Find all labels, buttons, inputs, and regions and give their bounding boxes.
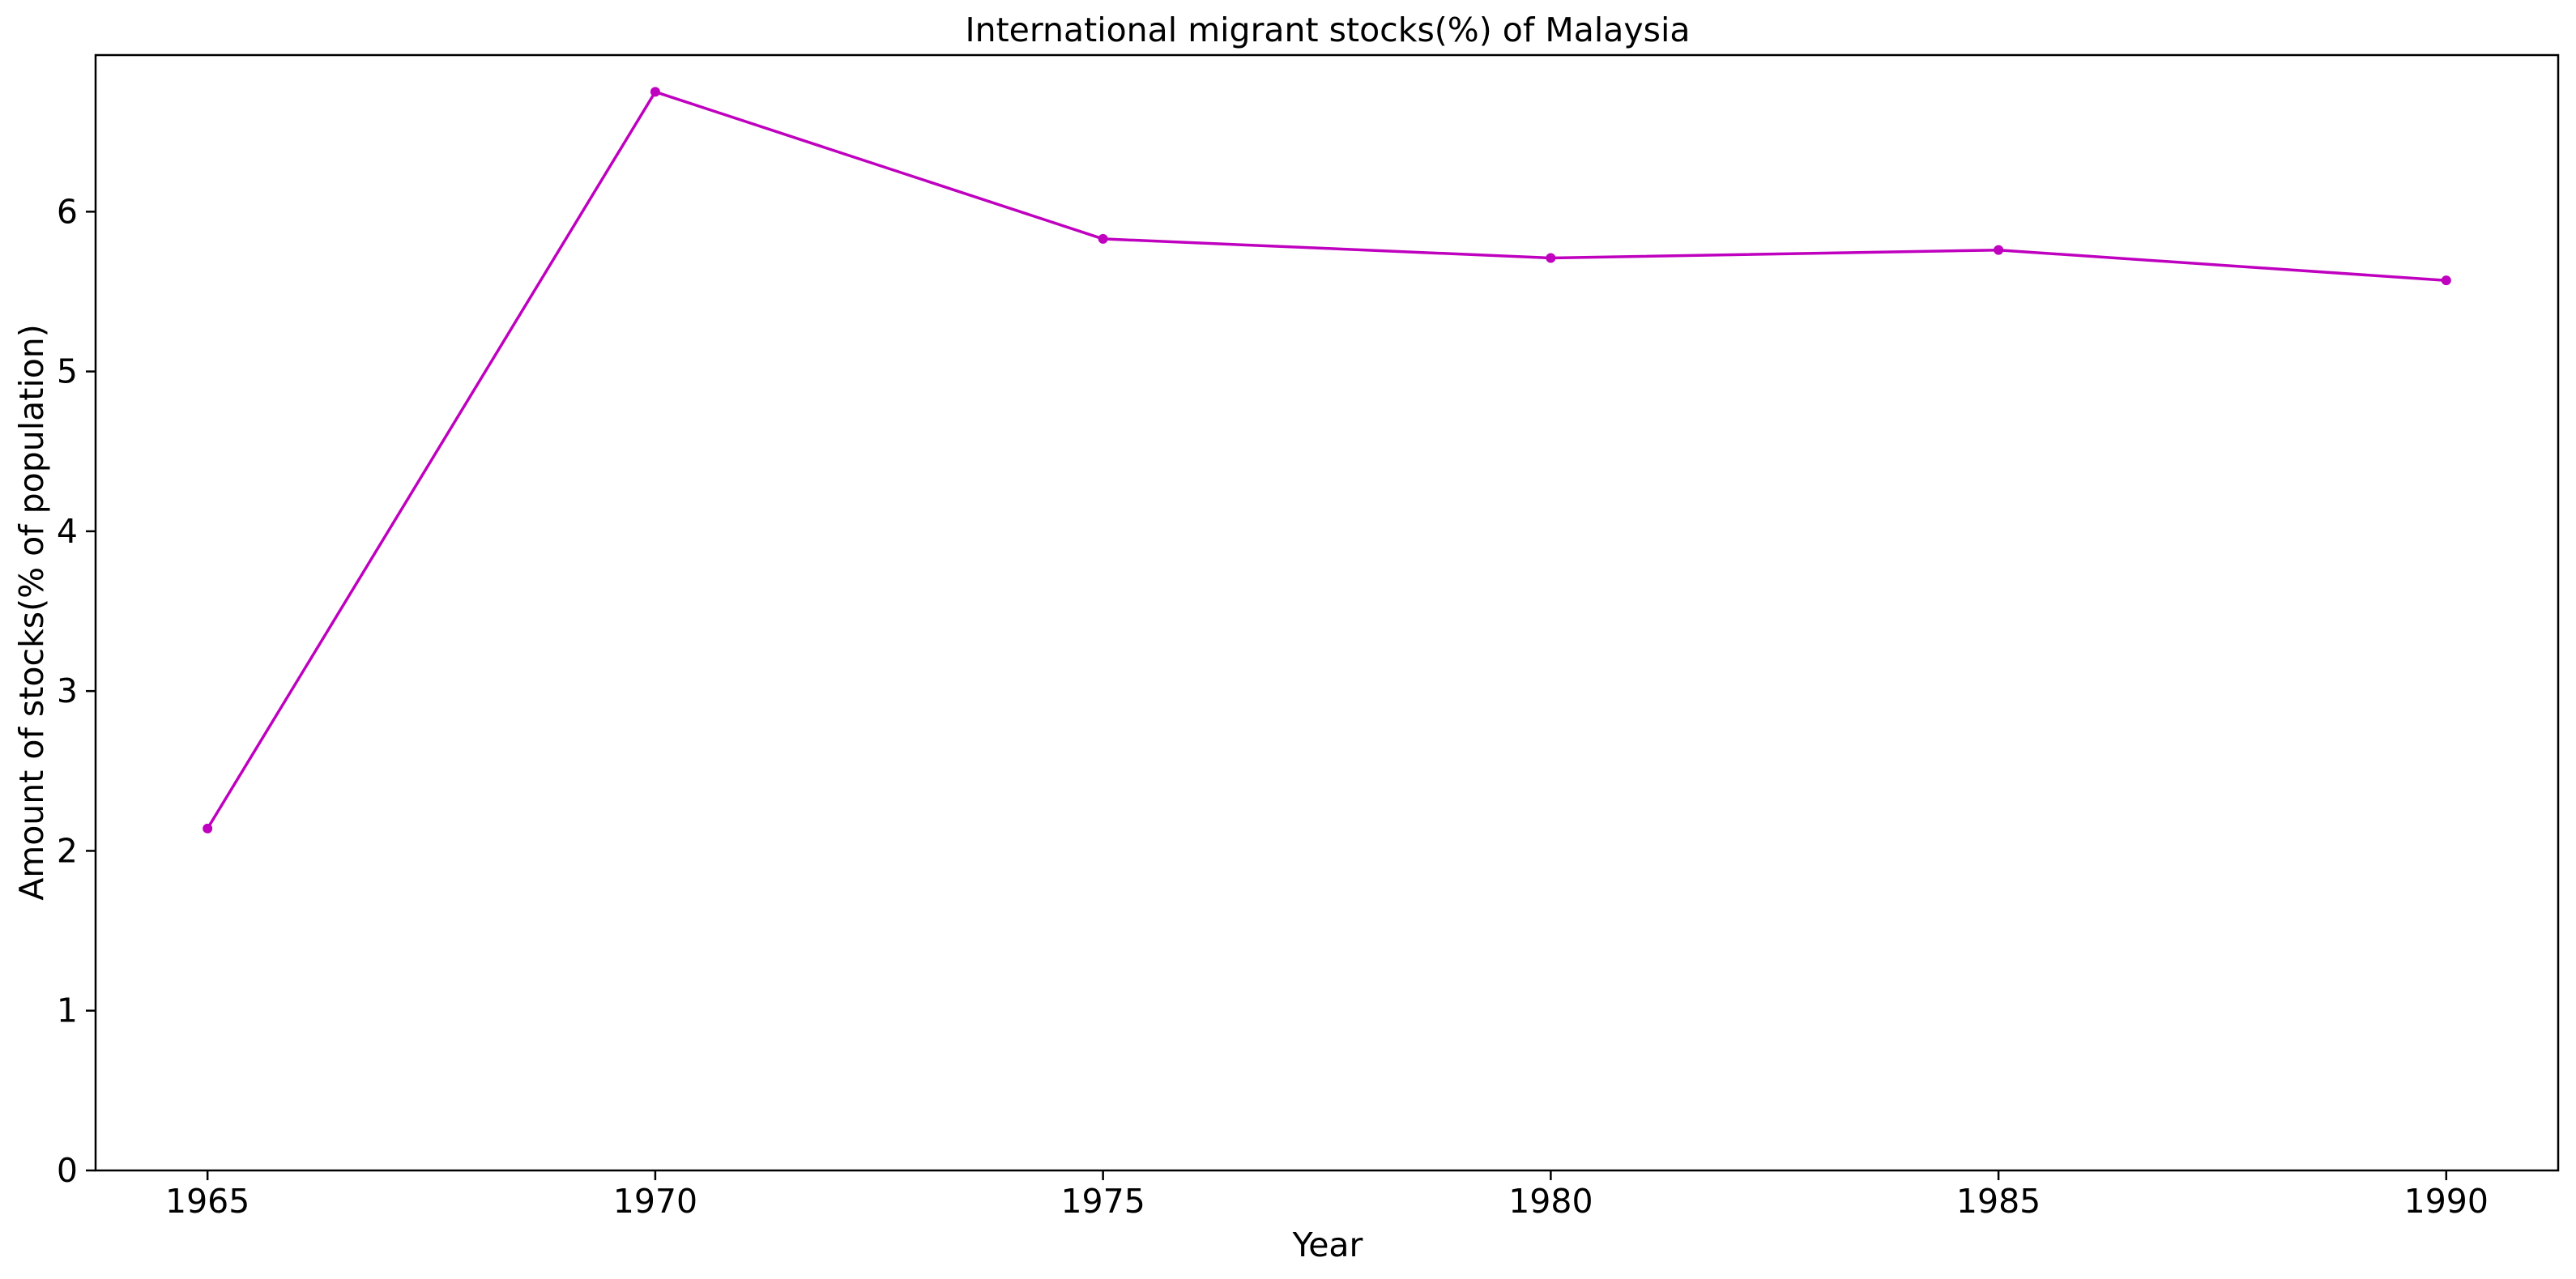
x-axis-label: Year (1292, 1226, 1363, 1264)
data-point (1546, 253, 1556, 263)
series-line (206, 90, 2446, 829)
x-tick-label: 1990 (2404, 1182, 2489, 1221)
data-point (2441, 275, 2451, 286)
data-point (1994, 245, 2004, 255)
data-point (203, 823, 213, 833)
series-layer (203, 87, 2451, 833)
y-axis-ticks: 0 1 2 3 4 5 6 (57, 192, 96, 1190)
plot-frame (94, 53, 2560, 1172)
chart-title: International migrant stocks(%) of Malay… (966, 11, 1691, 49)
x-tick-label: 1975 (1060, 1182, 1145, 1221)
data-point (650, 87, 660, 97)
y-tick-label: 6 (57, 192, 78, 231)
data-point (1098, 233, 1108, 244)
y-tick-label: 2 (57, 831, 78, 870)
y-tick-label: 0 (57, 1151, 78, 1190)
x-tick-label: 1965 (165, 1182, 249, 1221)
x-tick-label: 1980 (1508, 1182, 1593, 1221)
x-tick-label: 1970 (613, 1182, 697, 1221)
y-tick-label: 1 (57, 991, 78, 1030)
y-axis-label: Amount of stocks(% of population) (12, 324, 51, 901)
y-tick-label: 4 (57, 512, 78, 551)
x-tick-label: 1985 (1956, 1182, 2041, 1221)
plot-area: 1965 1970 1975 1980 1985 1990 0 1 2 3 4 5 6 (57, 53, 2560, 1221)
y-tick-label: 3 (57, 671, 78, 710)
x-axis-ticks: 1965 1970 1975 1980 1985 1990 (165, 1170, 2489, 1221)
y-tick-label: 5 (57, 352, 78, 391)
